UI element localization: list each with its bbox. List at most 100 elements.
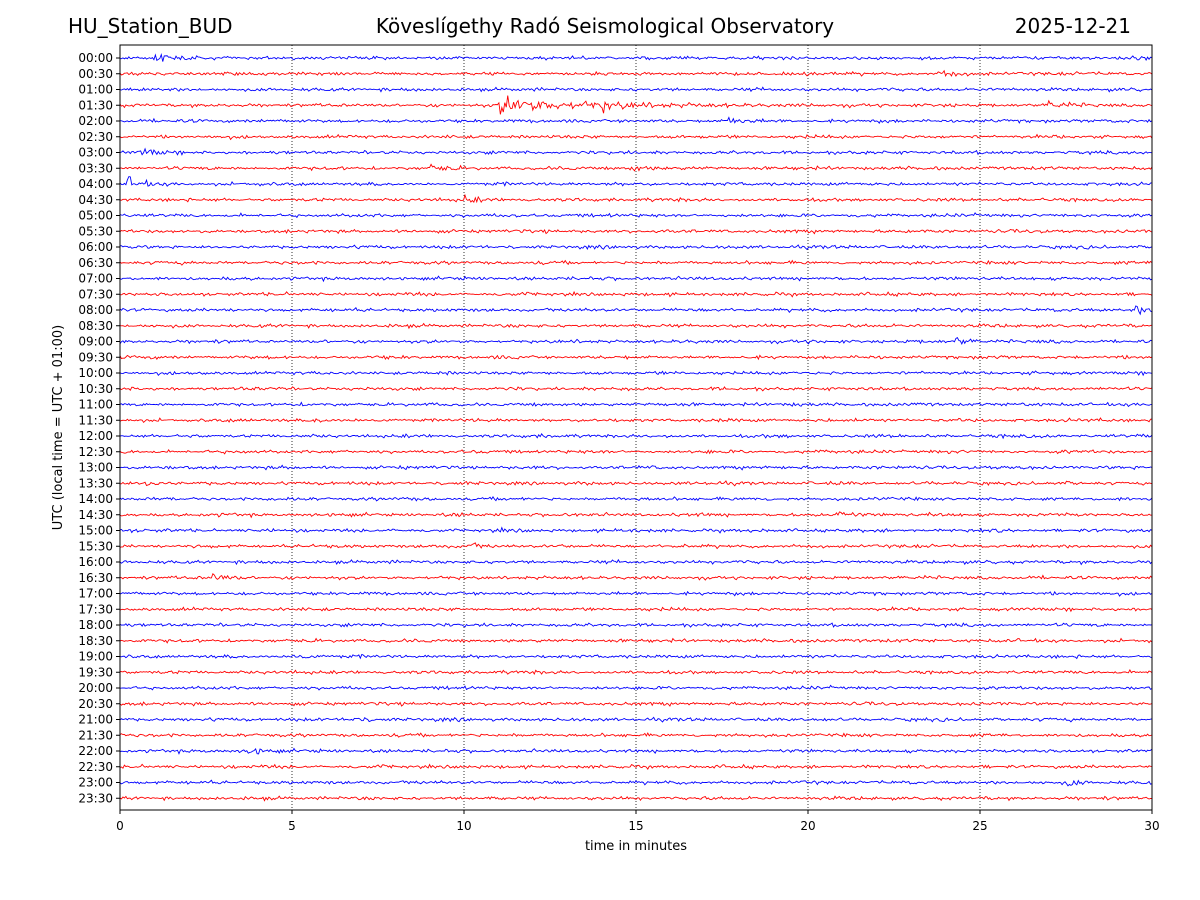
trace-05:30 bbox=[119, 228, 1153, 235]
trace-23:30 bbox=[119, 795, 1153, 802]
y-axis-label: UTC (local time = UTC + 01:00) bbox=[51, 325, 66, 530]
trace-18:00 bbox=[119, 622, 1153, 628]
ytick-label-12:00: 12:00 bbox=[78, 429, 113, 443]
ytick-label-11:30: 11:30 bbox=[78, 413, 113, 427]
xtick-label-5: 5 bbox=[288, 819, 296, 833]
ytick-label-02:30: 02:30 bbox=[78, 130, 113, 144]
trace-22:30 bbox=[119, 763, 1153, 770]
trace-13:30 bbox=[119, 480, 1153, 487]
ytick-label-06:30: 06:30 bbox=[78, 256, 113, 270]
trace-11:30 bbox=[119, 417, 1153, 424]
ytick-label-04:30: 04:30 bbox=[78, 193, 113, 207]
ytick-label-21:00: 21:00 bbox=[78, 713, 113, 727]
trace-06:30 bbox=[119, 259, 1153, 266]
station-name: HU_Station_BUD bbox=[68, 14, 233, 38]
ytick-label-10:30: 10:30 bbox=[78, 382, 113, 396]
trace-08:00 bbox=[119, 305, 1153, 316]
xtick-label-0: 0 bbox=[116, 819, 124, 833]
ytick-label-18:30: 18:30 bbox=[78, 634, 113, 648]
trace-12:30 bbox=[119, 449, 1153, 455]
ytick-label-15:00: 15:00 bbox=[78, 524, 113, 538]
observatory-title: Köveslígethy Radó Seismological Observat… bbox=[375, 14, 835, 38]
xtick-label-15: 15 bbox=[628, 819, 643, 833]
trace-19:30 bbox=[119, 668, 1153, 676]
ytick-label-19:00: 19:00 bbox=[78, 650, 113, 664]
ytick-label-22:30: 22:30 bbox=[78, 760, 113, 774]
trace-19:00 bbox=[119, 653, 1153, 660]
trace-13:00 bbox=[119, 464, 1153, 471]
trace-08:30 bbox=[119, 322, 1153, 330]
trace-10:00 bbox=[119, 370, 1153, 377]
trace-23:00 bbox=[119, 779, 1153, 787]
trace-18:30 bbox=[119, 637, 1153, 644]
trace-04:30 bbox=[119, 193, 1153, 204]
ytick-label-08:00: 08:00 bbox=[78, 303, 113, 317]
trace-17:30 bbox=[119, 606, 1153, 613]
ytick-label-17:30: 17:30 bbox=[78, 602, 113, 616]
ytick-label-08:30: 08:30 bbox=[78, 319, 113, 333]
ytick-label-19:30: 19:30 bbox=[78, 665, 113, 679]
ytick-label-13:00: 13:00 bbox=[78, 461, 113, 475]
ytick-label-02:00: 02:00 bbox=[78, 114, 113, 128]
ytick-label-18:00: 18:00 bbox=[78, 618, 113, 632]
plot-date: 2025-12-21 bbox=[1014, 14, 1131, 38]
ytick-label-03:00: 03:00 bbox=[78, 146, 113, 160]
ytick-label-20:00: 20:00 bbox=[78, 681, 113, 695]
xtick-label-25: 25 bbox=[972, 819, 987, 833]
ytick-label-12:30: 12:30 bbox=[78, 445, 113, 459]
ytick-label-13:30: 13:30 bbox=[78, 476, 113, 490]
ytick-label-10:00: 10:00 bbox=[78, 366, 113, 380]
trace-04:00 bbox=[119, 176, 1153, 187]
ytick-label-00:00: 00:00 bbox=[78, 51, 113, 65]
ytick-label-05:30: 05:30 bbox=[78, 224, 113, 238]
ytick-label-23:30: 23:30 bbox=[78, 791, 113, 805]
trace-07:00 bbox=[119, 275, 1153, 283]
ytick-label-09:00: 09:00 bbox=[78, 335, 113, 349]
ytick-label-07:00: 07:00 bbox=[78, 272, 113, 286]
trace-02:30 bbox=[119, 133, 1153, 141]
x-axis-label: time in minutes bbox=[585, 839, 687, 854]
trace-05:00 bbox=[119, 212, 1153, 219]
trace-20:30 bbox=[119, 701, 1153, 707]
trace-02:00 bbox=[119, 116, 1153, 125]
ytick-label-20:30: 20:30 bbox=[78, 697, 113, 711]
trace-15:00 bbox=[119, 526, 1153, 534]
ytick-label-15:30: 15:30 bbox=[78, 539, 113, 553]
trace-07:30 bbox=[119, 290, 1153, 298]
trace-01:00 bbox=[119, 86, 1153, 93]
ytick-label-21:30: 21:30 bbox=[78, 728, 113, 742]
ytick-label-03:30: 03:30 bbox=[78, 161, 113, 175]
xtick-label-10: 10 bbox=[456, 819, 471, 833]
trace-09:30 bbox=[119, 354, 1153, 361]
ytick-label-06:00: 06:00 bbox=[78, 240, 113, 254]
ytick-label-01:30: 01:30 bbox=[78, 98, 113, 112]
trace-21:30 bbox=[119, 732, 1153, 738]
ytick-label-11:00: 11:00 bbox=[78, 398, 113, 412]
trace-12:00 bbox=[119, 433, 1153, 440]
ytick-label-05:00: 05:00 bbox=[78, 209, 113, 223]
ytick-label-04:00: 04:00 bbox=[78, 177, 113, 191]
ytick-label-17:00: 17:00 bbox=[78, 587, 113, 601]
xtick-label-30: 30 bbox=[1144, 819, 1159, 833]
trace-00:30 bbox=[119, 69, 1153, 78]
trace-10:30 bbox=[119, 386, 1153, 392]
ytick-label-16:00: 16:00 bbox=[78, 555, 113, 569]
ytick-label-09:30: 09:30 bbox=[78, 350, 113, 364]
trace-03:30 bbox=[119, 163, 1153, 172]
trace-00:00 bbox=[119, 52, 1153, 62]
trace-21:00 bbox=[119, 716, 1153, 723]
ytick-label-00:30: 00:30 bbox=[78, 67, 113, 81]
ytick-label-14:00: 14:00 bbox=[78, 492, 113, 506]
trace-01:30 bbox=[119, 95, 1153, 115]
trace-03:00 bbox=[119, 147, 1153, 156]
trace-17:00 bbox=[119, 590, 1153, 597]
trace-20:00 bbox=[119, 684, 1153, 691]
trace-14:30 bbox=[119, 511, 1153, 519]
xtick-label-20: 20 bbox=[800, 819, 815, 833]
ytick-label-14:30: 14:30 bbox=[78, 508, 113, 522]
ytick-label-23:00: 23:00 bbox=[78, 776, 113, 790]
trace-14:00 bbox=[119, 496, 1153, 502]
ytick-label-22:00: 22:00 bbox=[78, 744, 113, 758]
trace-09:00 bbox=[119, 337, 1153, 346]
